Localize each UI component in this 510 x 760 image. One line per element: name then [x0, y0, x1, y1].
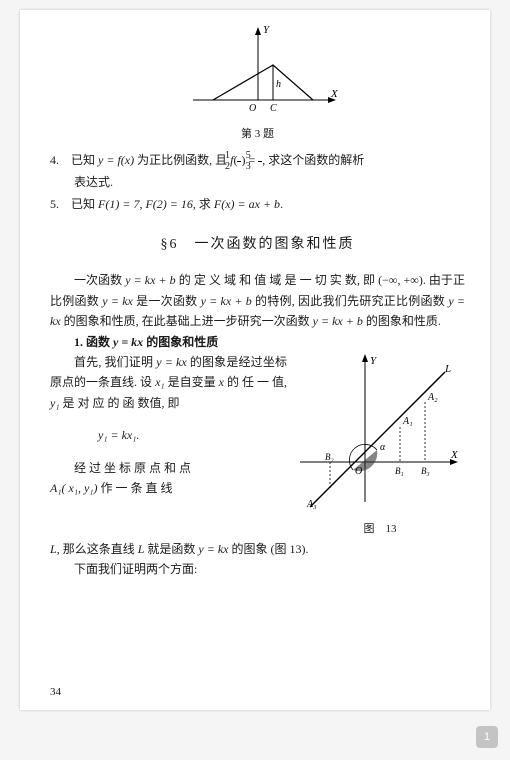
problem-4-num: 4.	[50, 153, 59, 167]
two-column-right: Y X O L A₁ A₂ A₃ B₁ B₂ B₃ α 图 13	[295, 352, 465, 539]
fig2-y: Y	[370, 355, 378, 367]
page: Y X O C h 第 3 题 4. 已知 y = f(x) 为正比例函数, 且…	[20, 10, 490, 710]
figure-2-caption: 图 13	[295, 520, 465, 539]
figure-2-svg: Y X O L A₁ A₂ A₃ B₁ B₂ B₃ α	[295, 352, 465, 512]
fig2-b2: B₂	[325, 452, 334, 462]
equation-y1: y₁ = kx₁.	[50, 425, 287, 445]
paragraph-3c: L, 那么这条直线 L 就是函数 y = kx 的图象 (图 13).	[50, 539, 465, 559]
fig1-h: h	[276, 79, 281, 90]
paragraph-4: 下面我们证明两个方面:	[50, 559, 465, 579]
problem-5: 5. 已知 F(1) = 7, F(2) = 16, 求 F(x) = ax +…	[50, 194, 465, 214]
paragraph-1: 一次函数 y = kx + b 的 定 义 域 和 值 域 是 一 切 实 数,…	[50, 270, 465, 331]
two-column: 首先, 我们证明 y = kx 的图象是经过坐标原点的一条直线. 设 x₁ 是自…	[50, 352, 465, 539]
fig2-L: L	[444, 363, 451, 375]
fig2-a3: A₃	[306, 499, 317, 510]
paragraph-3a: 经 过 坐 标 原 点 和 点	[50, 458, 287, 478]
paragraph-3b: A₁( x₁, y₁) 作 一 条 直 线	[50, 478, 287, 498]
fig2-o: O	[355, 466, 362, 477]
problem-5-num: 5.	[50, 197, 59, 211]
fig1-origin: O	[249, 103, 256, 114]
fig2-a1: A₁	[402, 416, 413, 427]
figure-1: Y X O C h	[50, 25, 465, 121]
figure-1-caption: 第 3 题	[50, 125, 465, 144]
problem-4: 4. 已知 y = f(x) 为正比例函数, 且 f(12) = 53, 求这个…	[50, 150, 465, 192]
fig1-c: C	[270, 103, 277, 114]
fig2-a2: A₂	[427, 392, 438, 403]
fig2-b1: B₁	[395, 466, 404, 476]
fig2-alpha: α	[380, 442, 386, 453]
subheading-1: 1. 函数 y = kx 的图象和性质	[50, 332, 465, 352]
two-column-left: 首先, 我们证明 y = kx 的图象是经过坐标原点的一条直线. 设 x₁ 是自…	[50, 352, 287, 539]
corner-badge[interactable]: 1	[476, 726, 498, 748]
fig1-x-label: X	[330, 88, 339, 100]
fig1-y-label: Y	[263, 25, 271, 36]
fig2-x: X	[450, 449, 459, 461]
figure-1-svg: Y X O C h	[173, 25, 343, 115]
fig2-b3: B₃	[421, 466, 430, 476]
paragraph-2: 首先, 我们证明 y = kx 的图象是经过坐标原点的一条直线. 设 x₁ 是自…	[50, 352, 287, 413]
section-title: §6 一次函数的图象和性质	[50, 233, 465, 257]
page-number: 34	[50, 683, 61, 702]
